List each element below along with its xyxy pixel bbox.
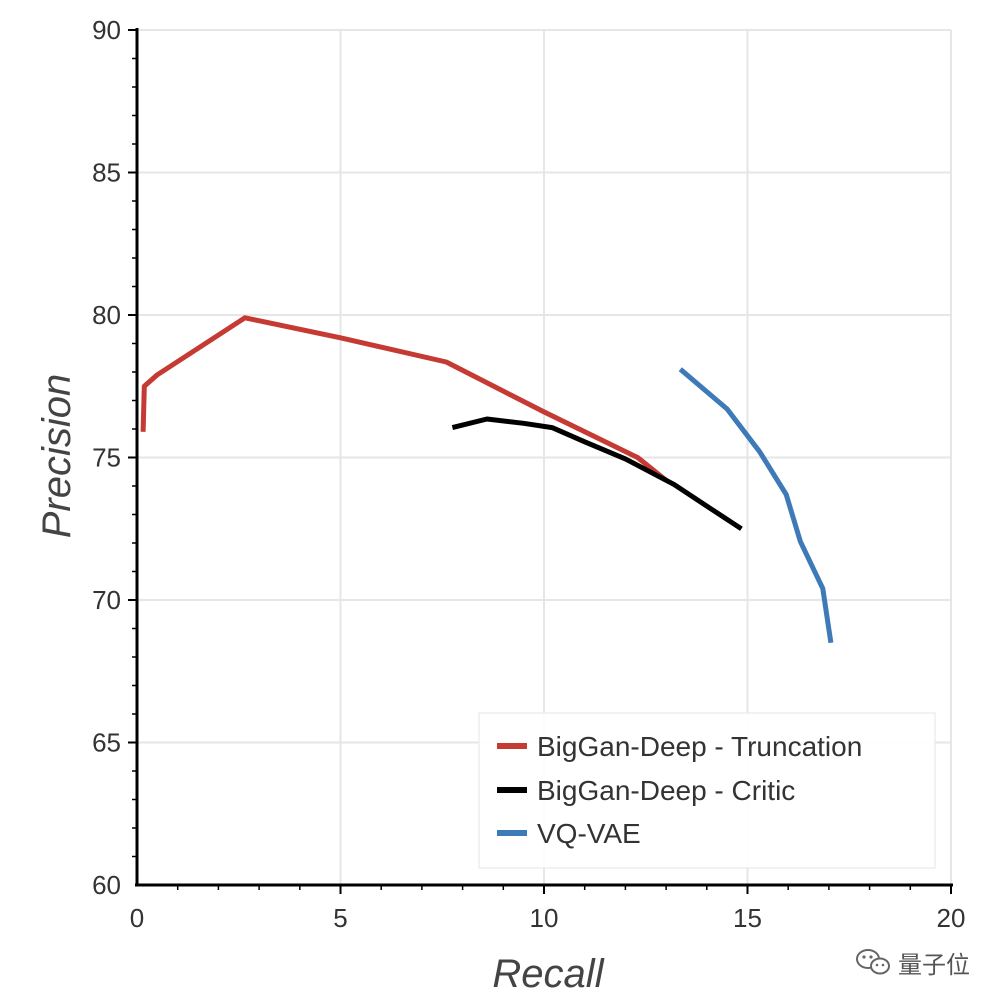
watermark-text: 量子位 <box>898 951 970 979</box>
y-tick-label: 85 <box>92 158 121 188</box>
series-line-vqvae <box>678 367 834 644</box>
x-tick-label: 5 <box>333 903 347 933</box>
wechat-icon <box>856 949 890 975</box>
legend-label-vqvae: VQ-VAE <box>537 818 641 849</box>
legend-box <box>478 712 936 869</box>
tick-labels: 0 5 10 15 20 60 65 70 75 80 85 90 <box>92 15 965 933</box>
x-tick-label: 0 <box>130 903 144 933</box>
series-lines <box>140 315 834 644</box>
y-tick-label: 80 <box>92 300 121 330</box>
series-line-critic <box>451 416 743 531</box>
x-tick-label: 10 <box>530 903 559 933</box>
y-axis-title: Precision <box>35 374 79 539</box>
y-tick-label: 70 <box>92 585 121 615</box>
legend: BigGan-Deep - Truncation BigGan-Deep - C… <box>478 712 936 869</box>
grid <box>137 29 952 885</box>
y-tick-label: 60 <box>92 870 121 900</box>
watermark: 量子位 <box>856 949 970 979</box>
y-tick-label: 65 <box>92 728 121 758</box>
x-tick-label: 20 <box>937 903 966 933</box>
legend-label-critic: BigGan-Deep - Critic <box>537 775 795 806</box>
y-tick-label: 75 <box>92 443 121 473</box>
x-axis-title: Recall <box>492 952 604 996</box>
x-tick-label: 15 <box>733 903 762 933</box>
series-line-truncation <box>140 315 668 483</box>
y-tick-label: 90 <box>92 15 121 45</box>
legend-label-truncation: BigGan-Deep - Truncation <box>537 731 862 762</box>
